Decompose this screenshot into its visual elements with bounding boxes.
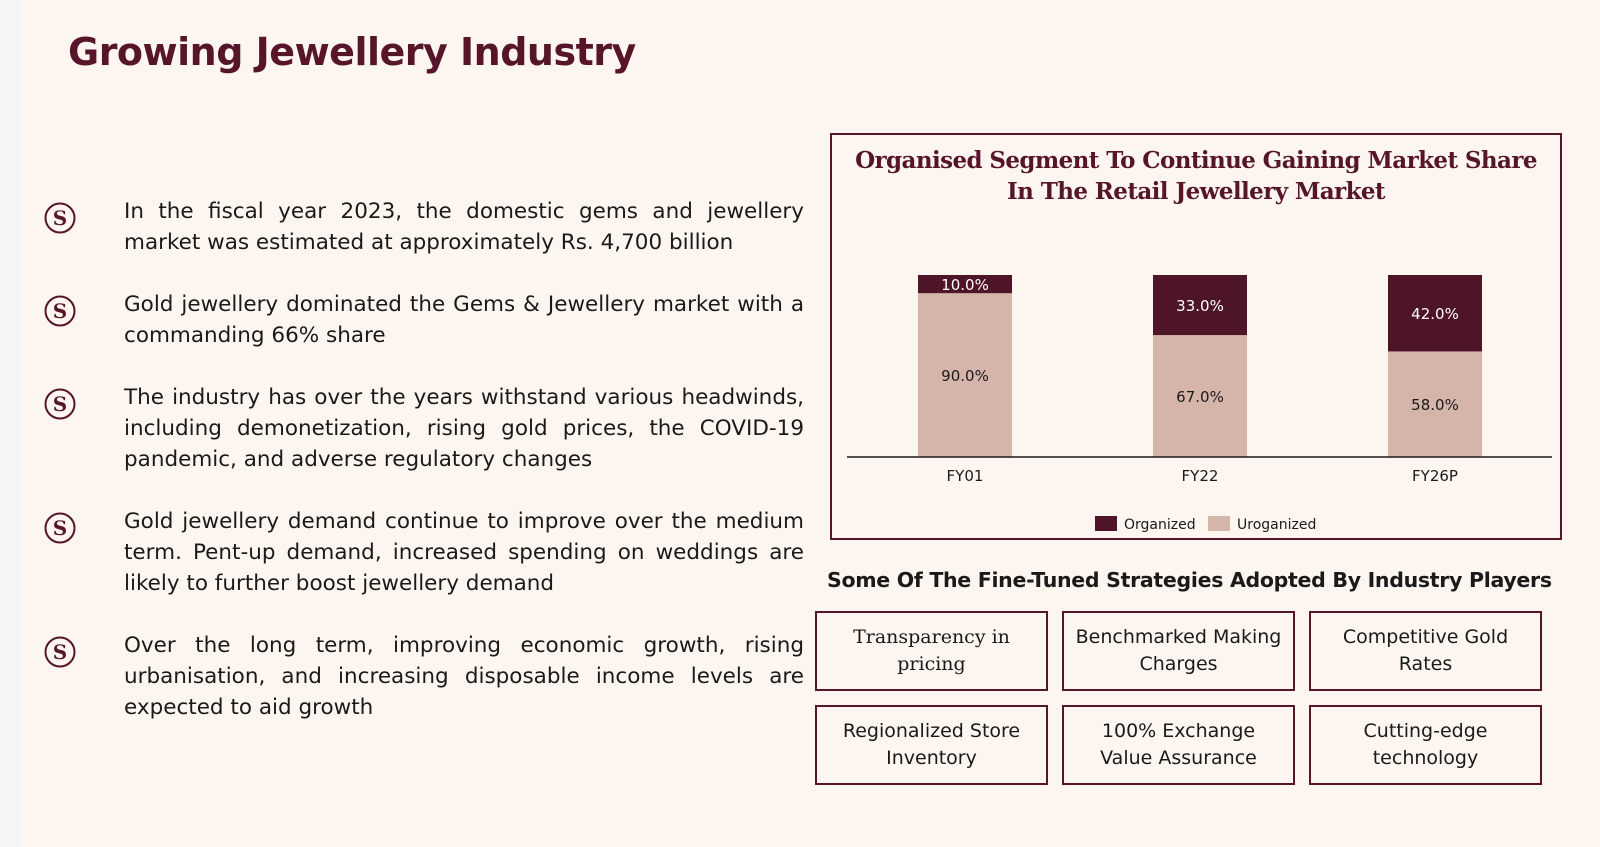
s-monogram-icon: S [44,636,76,668]
strategy-card: Regionalized Store Inventory [815,705,1048,785]
strategies-heading: Some Of The Fine-Tuned Strategies Adopte… [827,568,1552,592]
s-monogram-icon: S [44,512,76,544]
chart-title: Organised Segment To Continue Gaining Ma… [855,147,1537,205]
strategy-card: Benchmarked Making Charges [1062,611,1295,691]
strategy-card: 100% Exchange Value Assurance [1062,705,1295,785]
x-tick-label: FY01 [947,467,984,485]
legend-label: Organized [1124,517,1196,533]
legend-swatch-organized [1095,516,1117,531]
data-label: 58.0% [1411,396,1459,414]
bullet-text: Gold jewellery dominated the Gems & Jewe… [124,292,804,348]
bullet-text: In the fiscal year 2023, the domestic ge… [124,199,804,255]
data-label: 42.0% [1411,305,1459,323]
market-share-chart: 90.0% 10.0% FY01 67.0% 33.0% FY22 58.0% 42.0% FY… [830,133,1562,540]
data-label: 90.0% [941,367,989,385]
bar-organized-fy01 [918,275,1012,294]
x-tick-label: FY26P [1412,467,1458,485]
svg-text:S: S [53,640,67,664]
page-title: Growing Jewellery Industry [68,30,636,74]
data-label: 10.0% [941,276,989,294]
bullet-text: Over the long term, improving economic g… [124,633,804,720]
chart-plot: 90.0% 10.0% FY01 67.0% 33.0% FY22 58.0% 42.0% FY… [847,275,1552,533]
legend-swatch-uroganized [1208,516,1230,531]
bar-organized-fy26p [1388,275,1482,352]
bar-uroganized-fy22 [1153,335,1247,457]
s-monogram-icon: S [44,388,76,420]
bar-organized-fy22 [1153,275,1247,336]
bar-uroganized-fy26p [1388,351,1482,457]
strategy-card: Competitive Gold Rates [1309,611,1542,691]
data-label: 33.0% [1176,297,1224,315]
bullet-text: Gold jewellery demand continue to improv… [124,509,804,596]
s-monogram-icon: S [44,295,76,327]
strategy-card: Cutting-edge technology [1309,705,1542,785]
svg-text:S: S [53,206,67,230]
s-monogram-icon: S [44,202,76,234]
bullet-text: The industry has over the years withstan… [124,385,804,472]
slide: Growing Jewellery Industry S In the fisc… [20,0,1600,847]
svg-text:S: S [53,299,67,323]
x-tick-label: FY22 [1182,467,1219,485]
svg-text:S: S [53,516,67,540]
bar-uroganized-fy01 [918,293,1012,457]
data-label: 67.0% [1176,388,1224,406]
svg-text:S: S [53,392,67,416]
legend-label: Uroganized [1237,517,1316,533]
strategy-card: Transparency in pricing [815,611,1048,691]
